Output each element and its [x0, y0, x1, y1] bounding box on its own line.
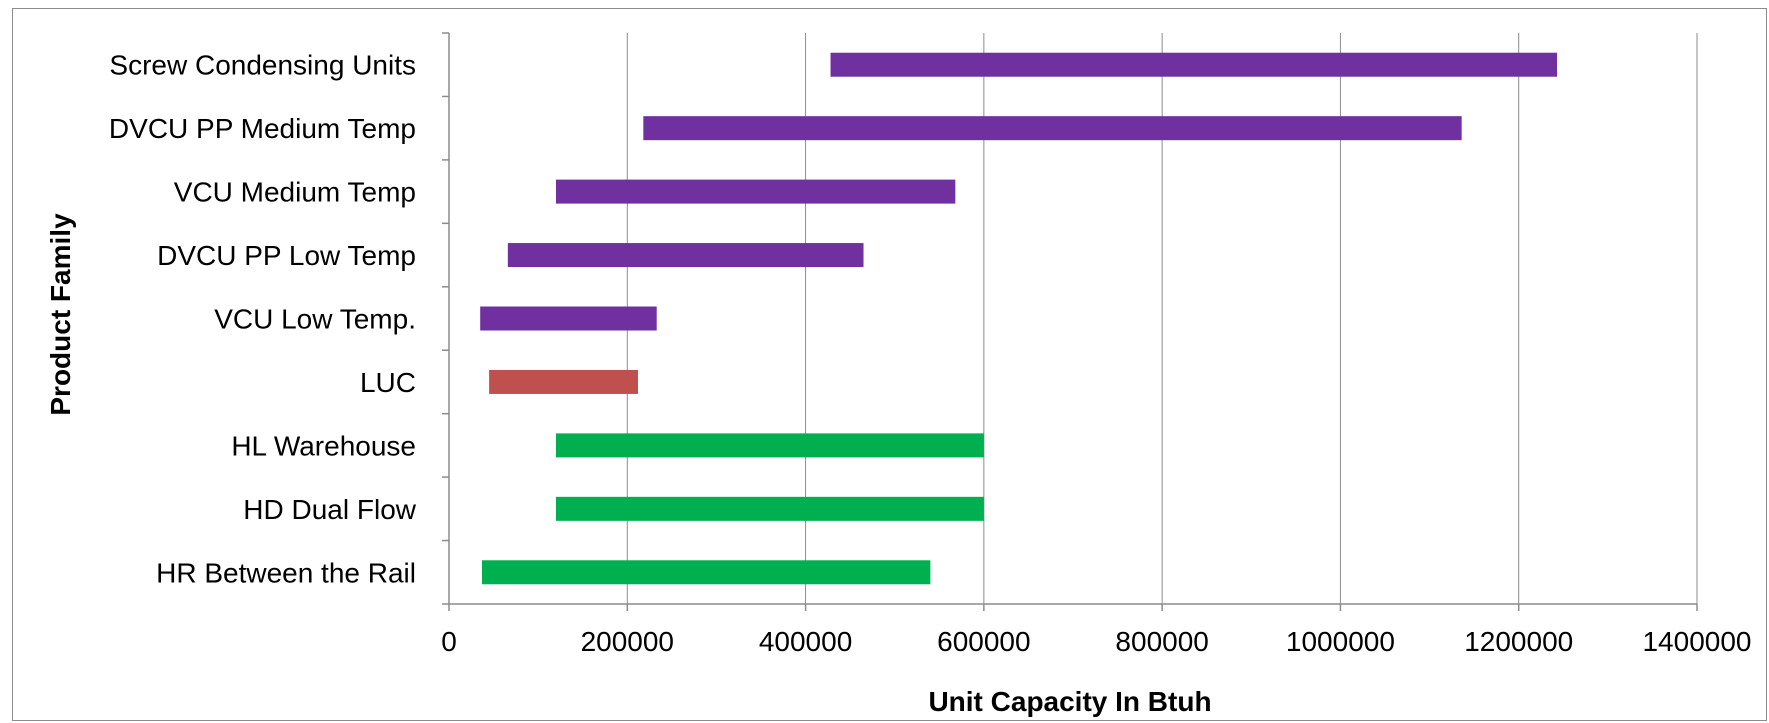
axes: [442, 32, 1698, 611]
y-axis-title: Product Family: [45, 213, 76, 416]
category-label: LUC: [360, 367, 416, 398]
category-label: HR Between the Rail: [156, 557, 416, 588]
x-tick-label: 1000000: [1286, 626, 1395, 657]
range-bar: [555, 179, 956, 204]
range-bar: [489, 369, 638, 394]
x-axis-title: Unit Capacity In Btuh: [928, 686, 1211, 717]
range-bar: [643, 116, 1462, 141]
category-label: DVCU PP Low Temp: [157, 240, 416, 271]
x-tick-labels: 0 200000 400000 600000 800000 1000000 1200000 1…: [441, 626, 1751, 657]
category-label: Screw Condensing Units: [109, 50, 416, 81]
x-tick-label: 0: [441, 626, 457, 657]
bars: [480, 52, 1558, 585]
category-label: VCU Medium Temp: [174, 177, 416, 208]
x-tick-label: 200000: [581, 626, 674, 657]
range-bar: [555, 496, 984, 521]
category-label: VCU Low Temp.: [214, 304, 416, 335]
range-bar: [507, 243, 864, 268]
category-label: DVCU PP Medium Temp: [109, 113, 416, 144]
range-bar: [830, 52, 1558, 77]
range-bar: [481, 560, 931, 585]
x-tick-label: 600000: [937, 626, 1030, 657]
x-tick-label: 1400000: [1642, 626, 1751, 657]
x-tick-label: 800000: [1115, 626, 1208, 657]
category-label: HL Warehouse: [231, 430, 416, 461]
category-labels: Screw Condensing Units DVCU PP Medium Tem…: [109, 50, 417, 589]
x-tick-label: 400000: [759, 626, 852, 657]
range-bar: [555, 433, 984, 458]
x-tick-label: 1200000: [1464, 626, 1573, 657]
range-bar: [480, 306, 657, 331]
category-label: HD Dual Flow: [243, 494, 416, 525]
